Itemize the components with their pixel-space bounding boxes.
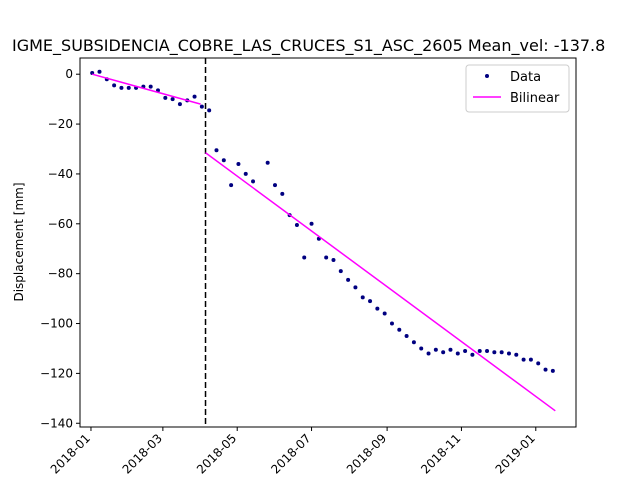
data-point-21 — [236, 161, 241, 166]
data-point-5 — [119, 85, 124, 90]
y-tick-label-5: −80 — [48, 267, 73, 281]
data-point-58 — [514, 352, 519, 357]
data-point-6 — [126, 85, 131, 90]
legend: Data Bilinear — [465, 64, 570, 113]
data-point-52 — [470, 352, 475, 357]
data-point-16 — [199, 104, 204, 109]
data-point-40 — [382, 311, 387, 316]
plot-area — [90, 58, 556, 427]
data-point-20 — [229, 183, 234, 188]
data-point-57 — [506, 351, 511, 356]
data-point-39 — [375, 306, 380, 311]
data-point-42 — [397, 327, 402, 332]
data-point-46 — [426, 351, 431, 356]
y-tick-label-4: −60 — [48, 217, 73, 231]
data-point-17 — [207, 108, 212, 113]
legend-data-label: Data — [510, 70, 541, 85]
bilinear-segment-2 — [205, 152, 556, 412]
y-tick-label-2: −20 — [48, 117, 73, 131]
data-point-13 — [177, 102, 182, 107]
bilinear-segment-1 — [91, 73, 201, 105]
y-tick-label-1: 0 — [65, 67, 73, 81]
data-point-18 — [214, 148, 219, 153]
x-tick-label-7: 2019-01 — [493, 431, 538, 476]
x-tick-label-4: 2018-07 — [268, 431, 313, 476]
x-tick-label-6: 2018-11 — [418, 431, 463, 476]
data-point-47 — [433, 347, 438, 352]
data-point-38 — [368, 299, 373, 304]
data-point-50 — [455, 351, 460, 356]
y-tick-label-7: −120 — [40, 366, 73, 380]
data-point-19 — [221, 158, 226, 163]
data-point-26 — [280, 191, 285, 196]
data-point-48 — [441, 350, 446, 355]
data-point-24 — [265, 160, 270, 165]
data-point-32 — [324, 255, 329, 260]
data-point-63 — [550, 368, 555, 373]
data-point-11 — [163, 95, 168, 100]
data-point-41 — [389, 321, 394, 326]
data-point-43 — [404, 333, 409, 338]
x-tick-label-1: 2018-01 — [48, 431, 93, 476]
legend-data-marker — [485, 74, 489, 78]
data-point-61 — [536, 361, 541, 366]
data-point-12 — [170, 97, 175, 102]
data-point-30 — [309, 221, 314, 226]
plot-frame — [79, 57, 577, 428]
data-point-25 — [272, 183, 277, 188]
data-point-56 — [499, 350, 504, 355]
y-tick-label-8: −140 — [40, 416, 73, 430]
data-point-45 — [419, 346, 424, 351]
data-point-9 — [148, 84, 153, 89]
y-axis-label: Displacement [mm] — [12, 182, 26, 301]
data-point-23 — [251, 179, 256, 184]
x-tick-label-3: 2018-05 — [194, 431, 239, 476]
data-point-49 — [448, 347, 453, 352]
data-point-2 — [97, 69, 102, 74]
x-tick-label-2: 2018-03 — [120, 431, 165, 476]
data-point-28 — [294, 223, 299, 228]
data-point-54 — [485, 348, 490, 353]
data-point-62 — [543, 367, 548, 372]
y-tick-label-3: −40 — [48, 167, 73, 181]
x-tick-label-5: 2018-09 — [344, 431, 389, 476]
data-point-36 — [353, 285, 358, 290]
data-point-60 — [528, 357, 533, 362]
data-point-53 — [477, 348, 482, 353]
data-point-15 — [192, 94, 197, 99]
data-point-51 — [463, 348, 468, 353]
data-point-59 — [521, 357, 526, 362]
data-point-34 — [338, 269, 343, 274]
data-point-44 — [411, 340, 416, 345]
legend-box — [465, 64, 570, 113]
data-point-4 — [112, 83, 117, 88]
data-point-55 — [492, 350, 497, 355]
legend-bilinear-label: Bilinear — [510, 91, 560, 106]
data-point-29 — [302, 255, 307, 260]
chart-title: IGME_SUBSIDENCIA_COBRE_LAS_CRUCES_S1_ASC… — [12, 36, 605, 56]
data-point-37 — [360, 295, 365, 300]
data-point-22 — [243, 171, 248, 176]
data-point-33 — [331, 257, 336, 262]
y-tick-label-6: −100 — [40, 317, 73, 331]
data-point-35 — [346, 277, 351, 282]
